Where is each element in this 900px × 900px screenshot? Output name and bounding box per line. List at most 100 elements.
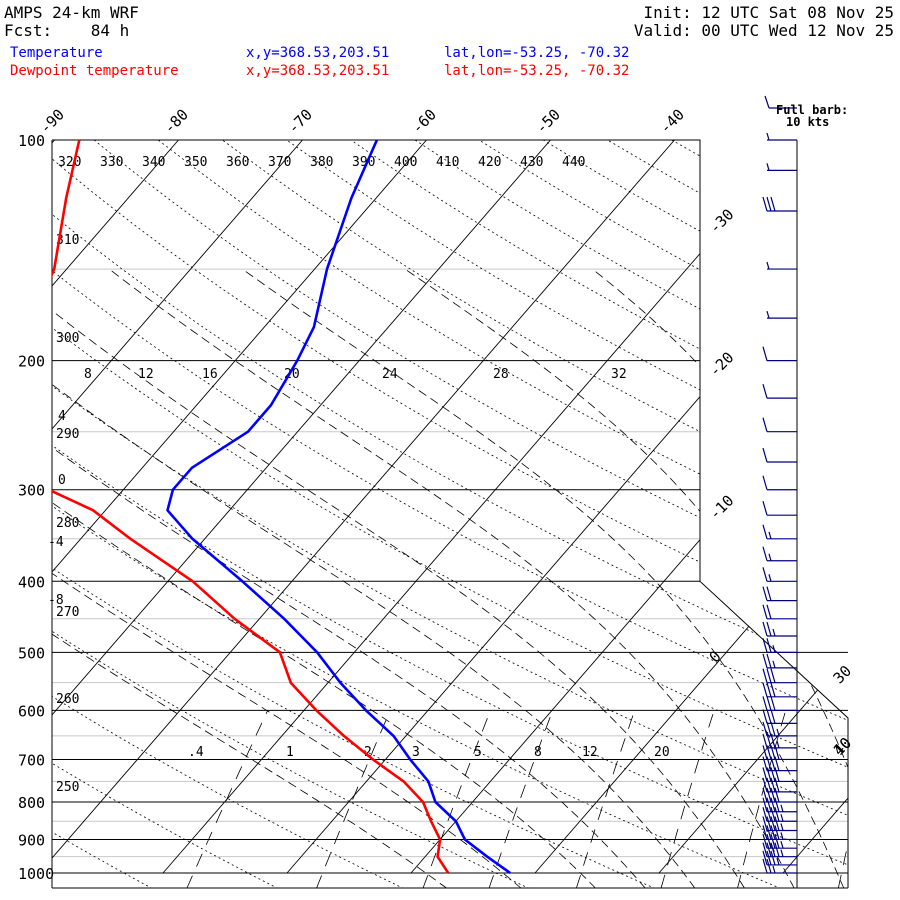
theta-top-label: 350 xyxy=(184,155,207,170)
theta-e-label: 24 xyxy=(382,367,398,382)
barb-full xyxy=(766,668,772,683)
barb-full xyxy=(762,668,768,683)
y-tick-label: 1000 xyxy=(18,865,54,883)
isotherm xyxy=(162,140,799,874)
wind-barb xyxy=(762,638,797,653)
barb-full xyxy=(774,777,780,793)
wind-barb xyxy=(762,417,797,433)
dry-adiabat xyxy=(735,140,848,888)
wind-barb xyxy=(762,383,797,399)
barb-half xyxy=(766,163,770,171)
dry-adiabat xyxy=(93,140,848,888)
barb-full xyxy=(766,196,772,212)
wind-barb xyxy=(762,604,797,620)
barb-full xyxy=(774,797,780,812)
barb-full xyxy=(762,834,768,849)
dry-adiabat xyxy=(157,140,848,888)
moist-adiabat xyxy=(52,268,522,888)
left-side-label: -4 xyxy=(48,535,64,550)
barb-full xyxy=(766,721,772,737)
mixing-ratio-label: 1 xyxy=(286,745,294,760)
dry-adiabat xyxy=(607,140,848,888)
wind-barb xyxy=(766,163,797,171)
barb-half xyxy=(780,849,784,857)
barb-full xyxy=(770,842,776,857)
barb-half xyxy=(766,132,770,141)
dry-adiabat xyxy=(52,140,656,888)
mixing-ratio-line xyxy=(186,710,269,888)
dry-adiabat xyxy=(52,140,279,888)
mixing-ratio-line xyxy=(316,710,391,888)
barb-full xyxy=(762,777,768,793)
isotherm-label: -20 xyxy=(706,348,738,380)
barb-full xyxy=(762,709,768,724)
wind-barb xyxy=(762,696,797,711)
isotherm xyxy=(658,140,848,874)
theta-left-label: 260 xyxy=(56,692,79,707)
dry-adiabat xyxy=(222,140,848,888)
theta-top-label: 440 xyxy=(562,155,585,170)
barb-full xyxy=(762,447,768,463)
barb-full xyxy=(766,825,772,840)
wind-barb xyxy=(762,797,797,813)
barb-full xyxy=(762,653,768,669)
wind-barb xyxy=(762,447,797,463)
barb-half xyxy=(772,645,776,653)
dry-adiabat xyxy=(478,140,848,888)
wind-barb xyxy=(762,721,797,737)
left-side-label: 4 xyxy=(58,409,66,424)
theta-top-label: 320 xyxy=(58,155,81,170)
barb-full xyxy=(770,797,776,812)
barb-full xyxy=(762,816,768,831)
barb-half xyxy=(780,832,784,840)
wind-barb xyxy=(762,524,797,540)
model-title: AMPS 24-km WRF xyxy=(4,3,139,22)
wind-barb xyxy=(762,825,797,841)
wind-barb xyxy=(762,567,797,582)
barb-full xyxy=(762,546,768,561)
y-tick-label: 500 xyxy=(18,644,45,662)
mixing-ratio-label: .4 xyxy=(188,745,204,760)
barb-full xyxy=(770,777,776,793)
barb-full xyxy=(762,524,768,539)
barb-half xyxy=(768,531,772,539)
wind-barb xyxy=(762,834,797,849)
barb-full xyxy=(770,709,776,724)
barb-full xyxy=(766,807,772,822)
legend-dewpoint-latlon: lat,lon=-53.25, -70.32 xyxy=(444,63,630,79)
barb-full xyxy=(774,834,780,849)
barb-half xyxy=(766,310,770,319)
isotherm xyxy=(782,140,848,874)
barb-full xyxy=(770,807,776,822)
barb-full xyxy=(766,696,772,711)
mixing-ratio-label: 12 xyxy=(582,745,598,760)
mixing-ratio-label: 5 xyxy=(474,745,482,760)
barb-full xyxy=(774,816,780,831)
header-right: Init: 12 UTC Sat 08 Nov 25 Valid: 00 UTC… xyxy=(634,4,894,40)
wind-barb xyxy=(762,787,797,803)
left-side-label: 0 xyxy=(58,473,66,488)
isotherm-label: 40 xyxy=(830,734,856,760)
barb-full xyxy=(766,709,772,724)
barb-half xyxy=(772,660,776,669)
mixing-ratio-label: 8 xyxy=(534,745,542,760)
barb-legend-line1: Full barb: xyxy=(776,103,848,117)
barb-full xyxy=(762,733,768,749)
barb-full xyxy=(770,767,776,782)
init-value: 12 UTC Sat 08 Nov 25 xyxy=(701,3,894,22)
isotherm xyxy=(410,140,848,874)
barb-full xyxy=(762,850,768,866)
barb-full xyxy=(762,417,768,432)
barb-full xyxy=(762,586,768,601)
barb-full xyxy=(762,797,768,812)
wind-barb xyxy=(762,858,797,874)
barb-full xyxy=(770,787,776,803)
barb-full xyxy=(770,834,776,849)
barb-full xyxy=(766,816,772,831)
barb-half xyxy=(780,841,784,849)
header-left: AMPS 24-km WRF Fcst: 84 h xyxy=(4,4,139,40)
isotherm-label: -60 xyxy=(408,105,440,137)
isotherm xyxy=(52,140,179,874)
barb-full xyxy=(766,858,772,874)
barb-half xyxy=(776,740,780,749)
